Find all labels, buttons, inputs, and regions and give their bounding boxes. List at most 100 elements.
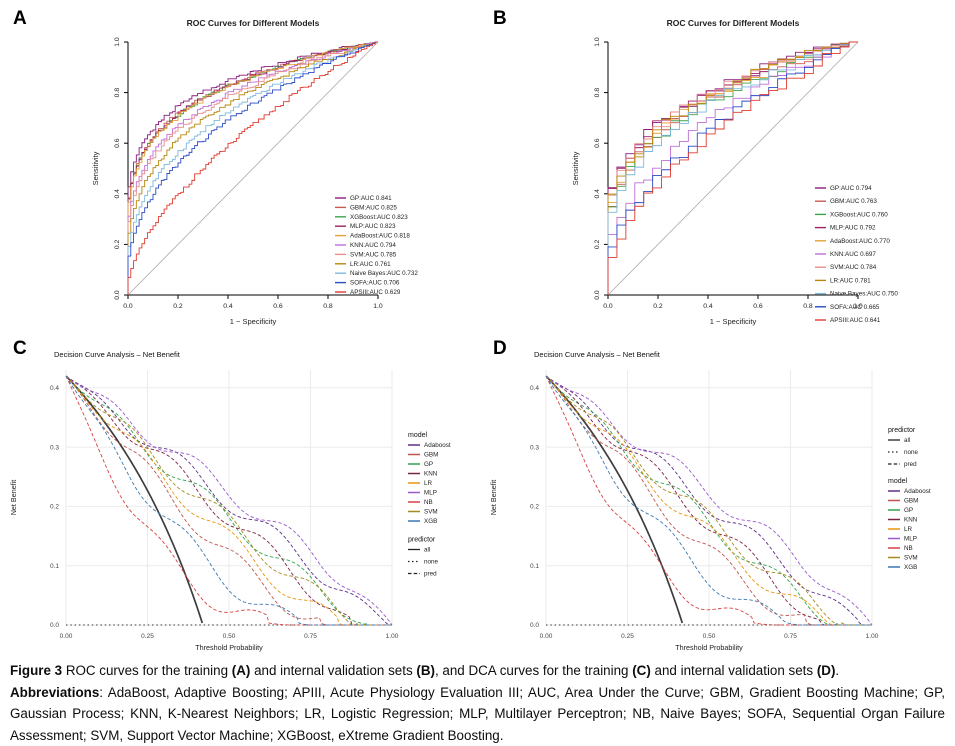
x-tick-label: 1.0 [373,303,383,310]
roc-curve-adaboost [127,41,378,295]
y-tick-label: 0.4 [50,385,59,392]
legend-item-label: Naive Bayes:AUC 0.732 [350,270,418,277]
x-tick-label: 0.4 [223,303,233,310]
panel-b-label: B [493,8,507,29]
x-tick-label: 0.75 [784,633,797,640]
caption-bold-text: Figure 3 [10,663,63,678]
dca-curve-svm [545,375,872,626]
panel-c-label: C [13,338,27,359]
dca-curve-mlp [65,375,393,626]
y-tick-label: 0.0 [594,290,601,300]
y-tick-label: 0.2 [594,239,601,249]
y-tick-label: 0.0 [114,290,121,300]
y-tick-label: 1.0 [594,37,601,47]
y-tick-label: 0.6 [114,138,121,148]
dca-curve-gp [65,375,392,626]
x-tick-label: 0.2 [653,303,663,310]
dca-curve-xgb [545,375,872,626]
legend-item-label: Naive Bayes:AUC 0.750 [830,291,898,298]
chart-title: ROC Curves for Different Models [667,18,800,28]
dca-curve-knn [65,375,392,626]
y-tick-label: 0.4 [594,189,601,199]
y-tick-label: 0.4 [114,189,121,199]
figure-caption: Figure 3 ROC curves for the training (A)… [10,660,945,746]
dca-legend: predictor all none pred model Adaboost GBM GP KN… [888,427,931,571]
dca-chart-validation: 0.00 0.25 0.50 0.75 1.00 0.0 0.1 0.2 0.3 0.4 Decis… [480,345,955,655]
y-axis-label: Net Benefit [489,480,498,516]
panel-d-label: D [493,338,507,359]
dca-curve-lr [65,375,392,626]
chart-title: Decision Curve Analysis – Net Benefit [54,350,181,359]
caption-bold-text: (B) [416,663,435,678]
roc-curve-naive-bayes [607,41,858,295]
legend-item-label: LR:AUC 0.761 [350,261,391,268]
x-tick-label: 0.0 [123,303,133,310]
chart-title: Decision Curve Analysis – Net Benefit [534,350,661,359]
x-tick-label: 0.50 [703,633,716,640]
x-tick-label: 0.75 [304,633,317,640]
legend-item-label: SVM [904,555,918,562]
diagonal-reference-line [127,41,379,296]
dca-curve-adaboost [545,375,872,626]
dca-curve-all [66,376,204,624]
legend-item-label: Adaboost [904,488,931,495]
legend-item-label: SVM:AUC 0.785 [350,251,397,258]
dca-chart-training: 0.00 0.25 0.50 0.75 1.00 0.0 0.1 0.2 0.3 0.4 Decis… [0,345,478,655]
y-tick-label: 0.1 [50,563,59,570]
dca-curve-svm [65,375,392,626]
legend-item-label: SVM [424,509,438,516]
x-tick-label: 0.25 [621,633,634,640]
legend-item-label: NB [904,545,913,552]
legend-item-label: LR [424,480,433,487]
y-tick-label: 0.4 [530,385,539,392]
legend-item-label: MLP [424,490,437,497]
legend-item-label: KNN [904,517,918,524]
legend-item-label: XGBoost:AUC 0.760 [830,211,888,218]
caption-bold-text: Abbreviations [10,684,100,700]
x-tick-label: 0.50 [223,633,236,640]
legend-group-title: predictor [408,537,436,544]
legend-item-label: AdaBoost:AUC 0.818 [350,233,410,240]
roc-curve-svm [607,41,858,295]
legend-item-label: GBM:AUC 0.825 [350,204,397,211]
y-tick-label: 0.3 [530,444,539,451]
figure-caption-abbreviations: Abbreviations: AdaBoost, Adaptive Boosti… [10,682,945,746]
x-axis-label: Threshold Probability [675,643,743,652]
legend-group-title: model [408,432,428,439]
chart-title: ROC Curves for Different Models [187,18,320,28]
roc-chart-validation: ROC Curves for Different Models 1 − Speci… [480,0,955,340]
caption-bold-text: (C) [632,663,651,678]
caption-bold-text: (D) [816,663,836,678]
y-tick-label: 0.1 [530,563,539,570]
x-tick-label: 0.6 [753,303,763,310]
caption-text: : AdaBoost, Adaptive Boosting; APIII, Ac… [10,684,945,743]
x-tick-label: 1.0 [853,303,863,310]
y-tick-label: 0.3 [50,444,59,451]
y-tick-label: 0.8 [114,88,121,98]
legend-item-label: GP [904,507,913,514]
roc-chart-training: ROC Curves for Different Models 1 − Speci… [0,0,478,340]
y-tick-label: 0.8 [594,88,601,98]
x-tick-label: 0.4 [703,303,713,310]
legend-group-title: predictor [888,427,916,434]
x-tick-label: 0.0 [603,303,613,310]
roc-curve-sofa [607,41,858,295]
y-tick-label: 0.2 [114,239,121,249]
x-tick-label: 0.6 [273,303,283,310]
legend-item-label: all [904,437,910,444]
legend-item-label: KNN:AUC 0.794 [350,242,396,249]
y-tick-label: 0.0 [50,622,59,629]
dca-curve-knn [545,375,872,626]
legend-item-label: XGB [424,518,437,525]
y-axis-label: Net Benefit [9,480,18,516]
legend-item-label: all [424,547,430,554]
legend-item-label: none [424,559,439,566]
dca-curve-gbm [545,375,872,626]
x-tick-label: 0.25 [141,633,154,640]
legend-item-label: pred [904,461,917,468]
legend-item-label: GBM [424,452,438,459]
x-tick-label: 0.2 [173,303,183,310]
caption-text: ROC curves for the training [62,663,232,678]
legend-item-label: SVM:AUC 0.784 [830,264,877,271]
legend-item-label: MLP:AUC 0.823 [350,223,396,230]
